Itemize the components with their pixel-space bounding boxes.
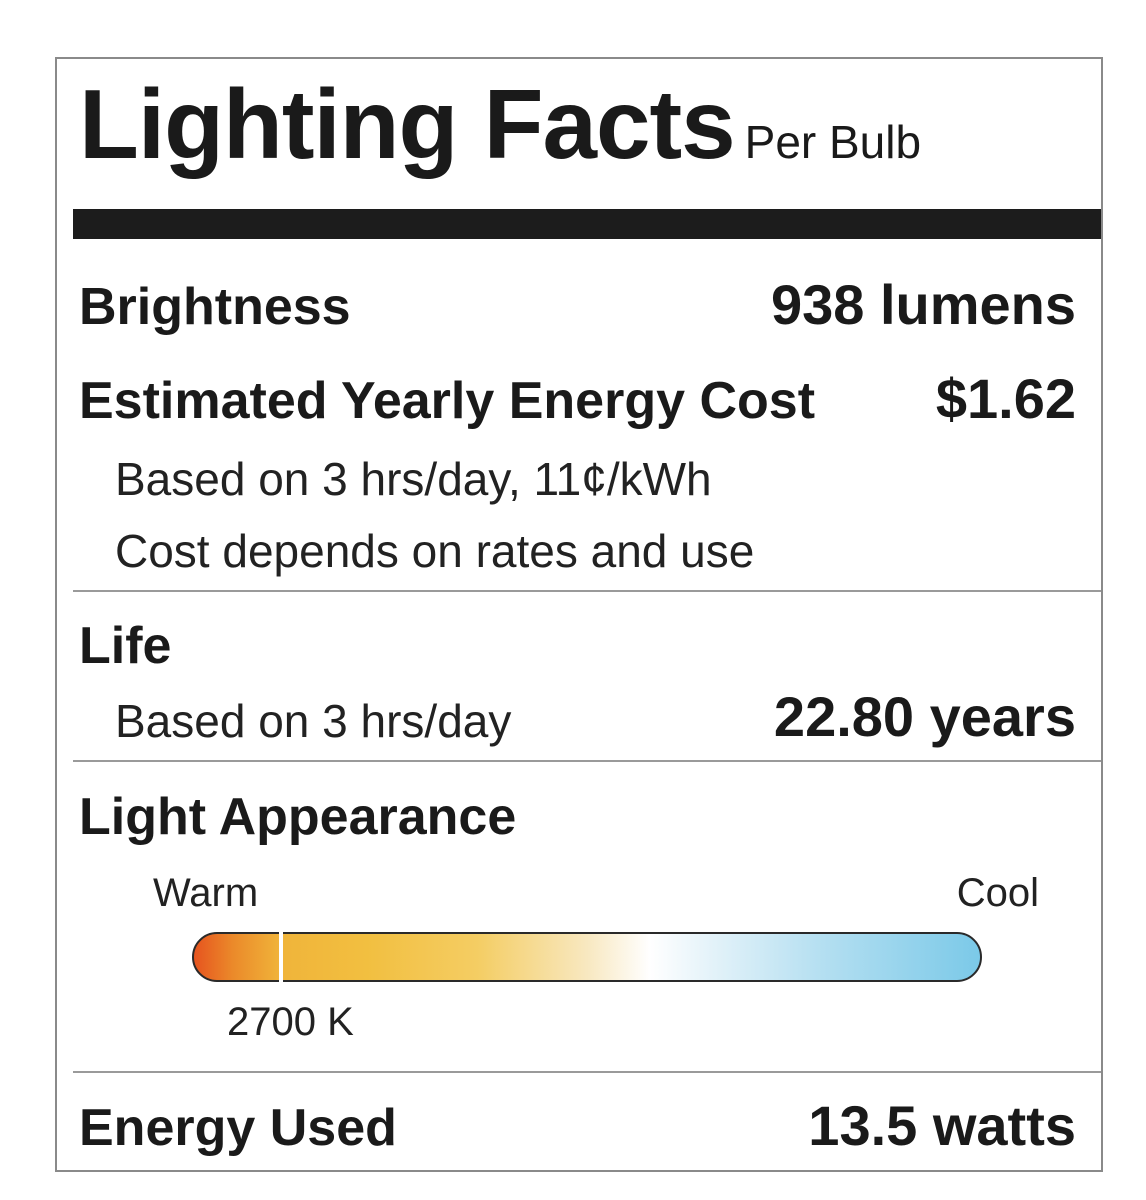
brightness-value: 938 lumens	[770, 273, 1076, 336]
life-note: Based on 3 hrs/day	[115, 695, 512, 747]
life-value: 22.80 years	[773, 685, 1076, 748]
lighting-facts-label: Lighting Facts Per Bulb Brightness 938 lu…	[55, 57, 1103, 1172]
title-divider	[73, 209, 1101, 239]
color-temperature-value: 2700 K	[227, 1000, 354, 1044]
section-divider	[73, 590, 1101, 592]
light-appearance-label: Light Appearance	[79, 788, 517, 846]
energy-used-label: Energy Used	[79, 1099, 397, 1157]
life-label: Life	[79, 617, 172, 675]
energy-used-value: 13.5 watts	[808, 1094, 1076, 1157]
energy-cost-note-rates: Based on 3 hrs/day, 11¢/kWh	[115, 453, 712, 505]
color-temperature-scale	[192, 932, 982, 982]
label-subtitle: Per Bulb	[744, 116, 922, 168]
title-text: Lighting Facts	[79, 69, 736, 179]
brightness-label: Brightness	[79, 278, 351, 336]
energy-cost-label: Estimated Yearly Energy Cost	[79, 372, 816, 430]
warm-label: Warm	[153, 871, 259, 915]
color-temperature-marker	[279, 932, 283, 984]
energy-cost-value: $1.62	[935, 367, 1076, 430]
section-divider	[73, 1071, 1101, 1073]
label-title: Lighting Facts Per Bulb	[79, 69, 922, 179]
cool-label: Cool	[956, 871, 1039, 915]
section-divider	[73, 760, 1101, 762]
energy-cost-note-usage: Cost depends on rates and use	[115, 525, 755, 577]
